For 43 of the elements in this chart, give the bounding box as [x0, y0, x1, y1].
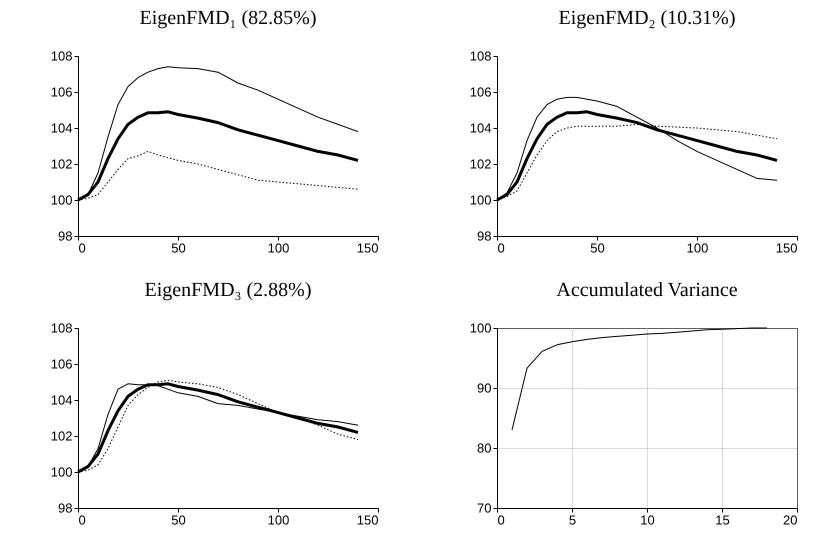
- x-tick-label: 100: [686, 240, 708, 256]
- x-tick-label: 10: [640, 512, 655, 528]
- y-tick-label: 98: [58, 500, 72, 516]
- x-tick-label: 50: [171, 240, 186, 256]
- x-tick-label: 50: [171, 512, 186, 528]
- y-tick-label: 98: [58, 228, 72, 244]
- y-tick-label: 90: [477, 380, 492, 396]
- y-tick-label: 106: [50, 356, 72, 372]
- y-tick-label: 104: [470, 120, 492, 136]
- y-tick-label: 104: [50, 120, 72, 136]
- chart-title: Accumulated Variance: [556, 279, 738, 301]
- x-tick-label: 100: [268, 240, 290, 256]
- x-tick-label: 0: [498, 512, 505, 528]
- y-tick-label: 98: [477, 228, 492, 244]
- y-tick-label: 106: [50, 84, 72, 100]
- y-tick-label: 108: [470, 48, 492, 64]
- y-tick-label: 108: [50, 48, 72, 64]
- x-tick-label: 150: [356, 240, 378, 256]
- y-tick-label: 104: [50, 392, 72, 408]
- y-tick-label: 102: [50, 428, 72, 444]
- chart-title: EigenFMD₂ (10.31%): [558, 7, 736, 29]
- y-tick-label: 80: [477, 440, 492, 456]
- y-tick-label: 100: [50, 464, 72, 480]
- x-tick-label: 20: [783, 512, 798, 528]
- x-tick-label: 100: [268, 512, 290, 528]
- y-tick-label: 100: [470, 320, 492, 336]
- y-tick-label: 70: [477, 500, 492, 516]
- chart-title: EigenFMD₃ (2.88%): [144, 279, 312, 301]
- y-tick-label: 100: [470, 192, 492, 208]
- y-tick-label: 102: [470, 156, 492, 172]
- x-tick-label: 5: [568, 512, 576, 528]
- x-tick-label: 150: [356, 512, 378, 528]
- y-tick-label: 100: [50, 192, 72, 208]
- chart-title: EigenFMD₁ (82.85%): [140, 7, 316, 29]
- x-tick-label: 0: [498, 240, 505, 256]
- x-tick-label: 50: [590, 240, 605, 256]
- y-tick-label: 108: [50, 320, 72, 336]
- x-tick-label: 150: [776, 240, 798, 256]
- x-tick-label: 0: [78, 240, 86, 256]
- y-tick-label: 106: [470, 84, 492, 100]
- y-tick-label: 102: [50, 156, 72, 172]
- x-tick-label: 15: [715, 512, 730, 528]
- x-tick-label: 0: [78, 512, 86, 528]
